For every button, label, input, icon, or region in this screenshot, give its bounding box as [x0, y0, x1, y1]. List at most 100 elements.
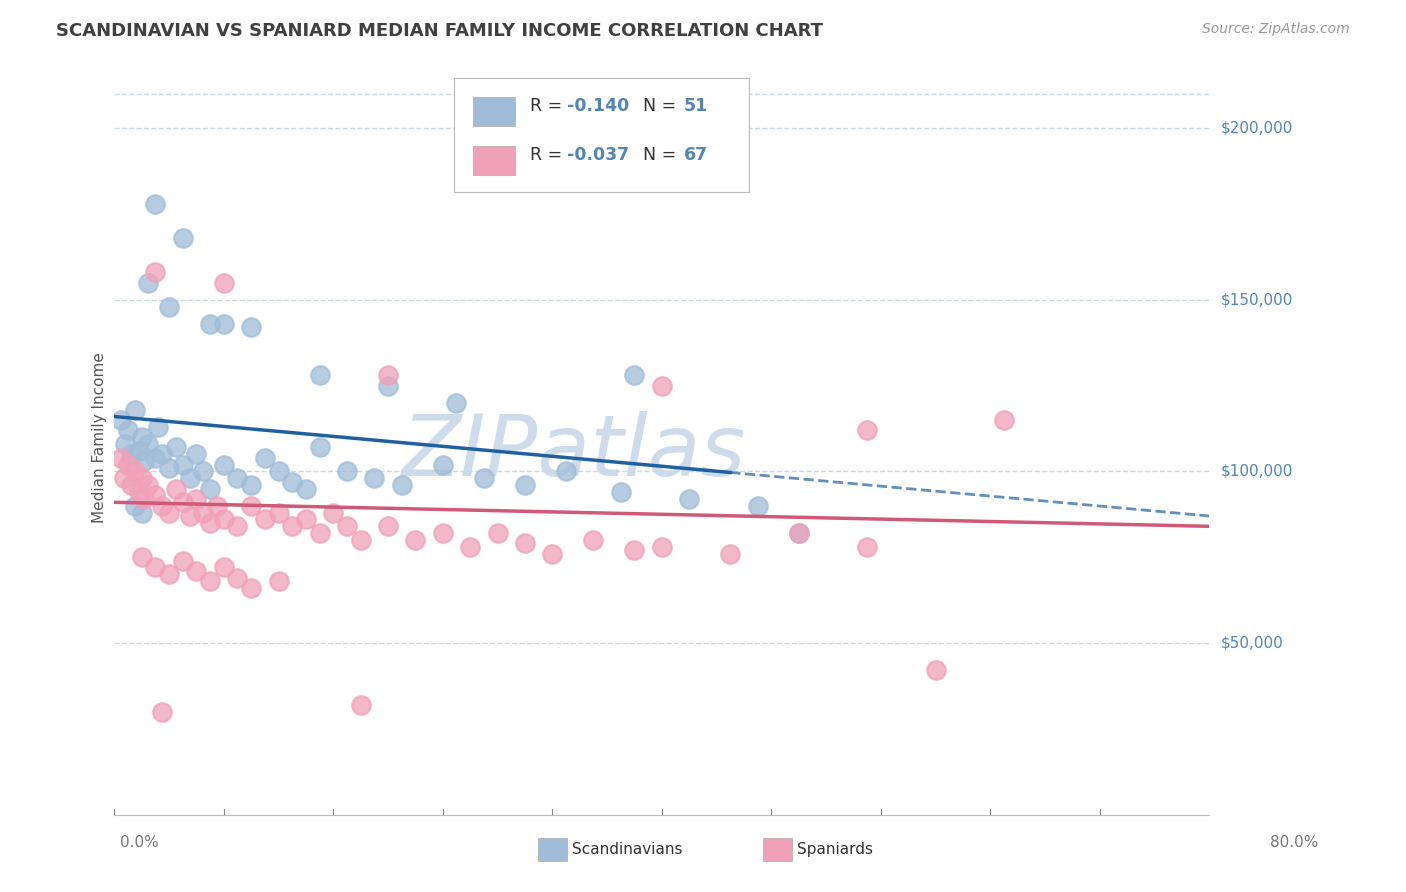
Point	[114, 437, 136, 451]
Point	[110, 413, 132, 427]
Point	[446, 396, 468, 410]
Point	[143, 450, 166, 465]
Point	[138, 478, 160, 492]
Point	[150, 705, 173, 719]
Point	[240, 581, 263, 595]
Point	[143, 560, 166, 574]
Point	[240, 320, 263, 334]
Point	[336, 464, 359, 478]
Point	[193, 464, 215, 478]
Point	[165, 441, 187, 455]
Point	[117, 423, 139, 437]
Bar	[474, 97, 515, 126]
Point	[267, 506, 290, 520]
Text: -0.037: -0.037	[567, 145, 628, 164]
Point	[363, 471, 385, 485]
Point	[212, 512, 235, 526]
Point	[350, 533, 373, 547]
Point	[281, 519, 304, 533]
Point	[432, 458, 454, 472]
Point	[198, 516, 221, 530]
Point	[924, 664, 946, 678]
Point	[165, 482, 187, 496]
Point	[856, 540, 879, 554]
Point	[112, 471, 135, 485]
Point	[198, 574, 221, 589]
Text: Spaniards: Spaniards	[797, 842, 873, 856]
Point	[193, 506, 215, 520]
Point	[678, 491, 700, 506]
Point	[336, 519, 359, 533]
Point	[377, 378, 399, 392]
Point	[128, 443, 150, 458]
Text: SCANDINAVIAN VS SPANIARD MEDIAN FAMILY INCOME CORRELATION CHART: SCANDINAVIAN VS SPANIARD MEDIAN FAMILY I…	[56, 22, 824, 40]
Point	[993, 413, 1015, 427]
Point	[172, 231, 194, 245]
Point	[432, 526, 454, 541]
Point	[308, 526, 330, 541]
Point	[131, 506, 153, 520]
Point	[143, 196, 166, 211]
Point	[226, 519, 249, 533]
Point	[198, 482, 221, 496]
Point	[513, 478, 536, 492]
Point	[138, 276, 160, 290]
Point	[186, 491, 208, 506]
Point	[157, 567, 180, 582]
Point	[150, 499, 173, 513]
Point	[120, 447, 142, 461]
Point	[212, 317, 235, 331]
Point	[651, 540, 673, 554]
Point	[623, 368, 645, 383]
Point	[131, 430, 153, 444]
Point	[131, 471, 153, 485]
Point	[128, 485, 150, 500]
Text: 67: 67	[683, 145, 707, 164]
Point	[172, 495, 194, 509]
Point	[131, 550, 153, 565]
Point	[267, 574, 290, 589]
Point	[205, 499, 228, 513]
Text: N =: N =	[643, 145, 682, 164]
Point	[747, 499, 769, 513]
Point	[212, 276, 235, 290]
Point	[134, 491, 156, 506]
Text: -0.140: -0.140	[567, 96, 628, 115]
Y-axis label: Median Family Income: Median Family Income	[93, 351, 107, 523]
Point	[458, 540, 481, 554]
Point	[651, 378, 673, 392]
Point	[134, 454, 156, 468]
Point	[240, 478, 263, 492]
Text: R =: R =	[530, 96, 568, 115]
Point	[555, 464, 578, 478]
Point	[157, 506, 180, 520]
Text: $50,000: $50,000	[1220, 635, 1284, 650]
Point	[513, 536, 536, 550]
Point	[787, 526, 810, 541]
Text: $100,000: $100,000	[1220, 464, 1292, 479]
Point	[186, 564, 208, 578]
Point	[582, 533, 605, 547]
Point	[150, 447, 173, 461]
Point	[404, 533, 426, 547]
Point	[143, 265, 166, 279]
Point	[146, 419, 169, 434]
Point	[541, 547, 564, 561]
Point	[138, 437, 160, 451]
Point	[212, 458, 235, 472]
Point	[856, 423, 879, 437]
Point	[623, 543, 645, 558]
Point	[350, 698, 373, 712]
Text: Source: ZipAtlas.com: Source: ZipAtlas.com	[1202, 22, 1350, 37]
Point	[124, 464, 146, 478]
Point	[120, 478, 142, 492]
Point	[172, 553, 194, 567]
Point	[472, 471, 495, 485]
Point	[179, 471, 201, 485]
Text: ZIPatlas: ZIPatlas	[402, 410, 747, 493]
Point	[295, 482, 318, 496]
FancyBboxPatch shape	[454, 78, 749, 192]
Point	[157, 461, 180, 475]
Point	[308, 441, 330, 455]
Point	[143, 488, 166, 502]
